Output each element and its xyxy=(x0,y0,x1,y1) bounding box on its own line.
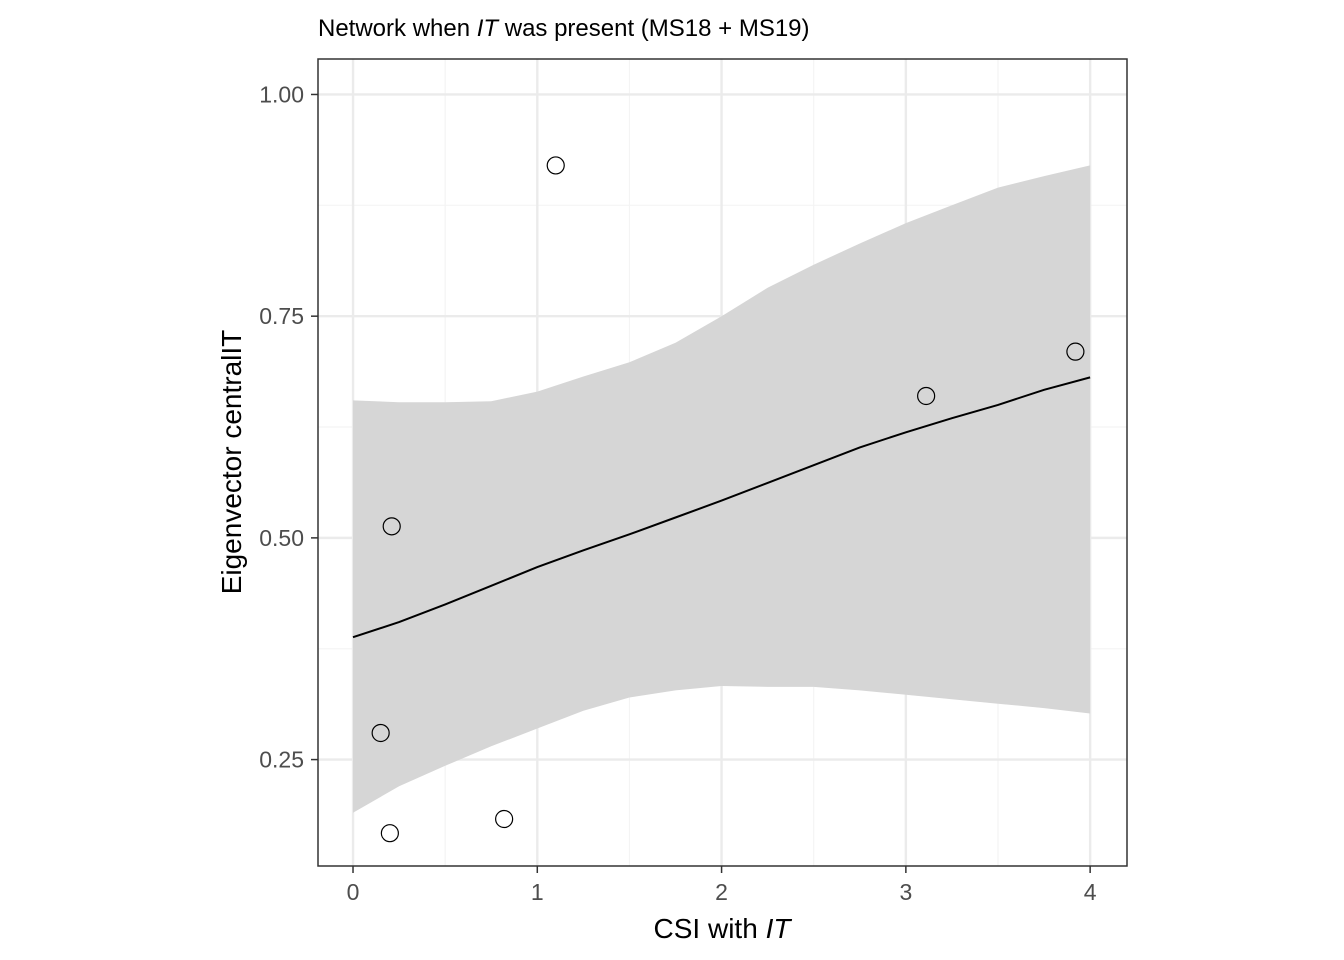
y-axis-ticks: 0.25 0.50 0.75 1.00 xyxy=(259,81,318,773)
data-points xyxy=(371,156,1085,843)
y-axis-title: Eigenvector centralIT xyxy=(216,330,247,595)
confidence-band xyxy=(353,165,1091,813)
x-tick-label: 3 xyxy=(899,879,912,905)
x-tick-label: 4 xyxy=(1084,879,1097,905)
data-point xyxy=(917,386,936,406)
y-tick-label: 0.50 xyxy=(259,525,304,551)
x-axis-title: CSI with IT xyxy=(654,913,793,944)
y-tick-label: 0.75 xyxy=(259,303,304,329)
panel-border xyxy=(317,58,1128,867)
y-tick-label: 1.00 xyxy=(259,81,304,107)
data-point xyxy=(371,723,390,743)
data-point xyxy=(380,824,399,843)
data-point xyxy=(546,156,565,175)
x-tick-label: 2 xyxy=(715,879,728,905)
x-tick-label: 0 xyxy=(347,879,360,905)
data-point xyxy=(1066,342,1085,361)
regression-line xyxy=(352,376,1091,639)
y-tick-label: 0.25 xyxy=(259,747,304,773)
data-point xyxy=(382,517,401,536)
x-axis-ticks: 0 1 2 3 4 xyxy=(347,866,1097,905)
chart-title: Network when IT was present (MS18 + MS19… xyxy=(318,15,810,42)
data-point xyxy=(495,809,514,829)
x-tick-label: 1 xyxy=(531,879,544,905)
